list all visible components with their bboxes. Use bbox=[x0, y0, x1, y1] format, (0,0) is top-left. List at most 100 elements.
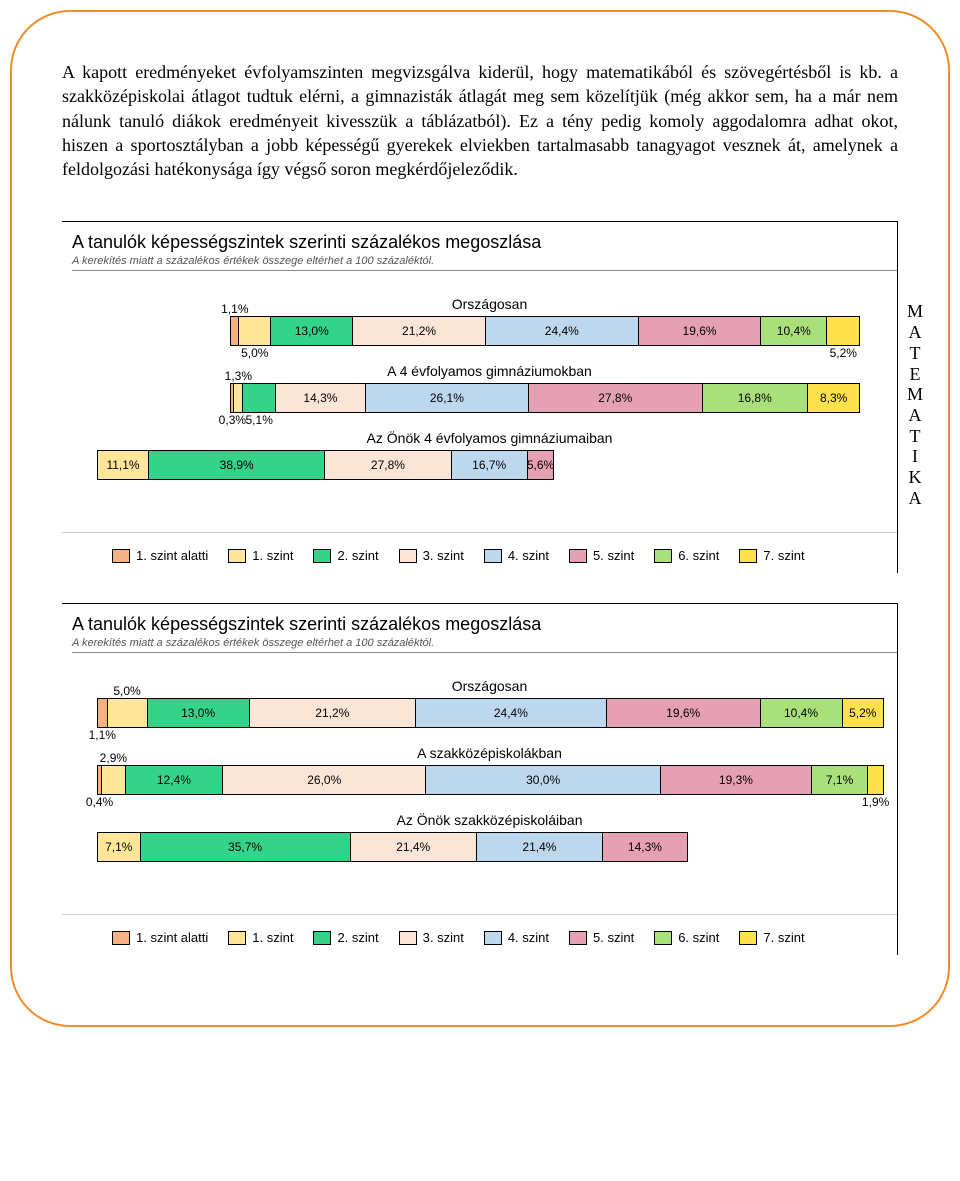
legend-item: 7. szint bbox=[739, 548, 804, 563]
bar-segment: 16,8% bbox=[703, 384, 808, 412]
legend-item: 1. szint bbox=[228, 930, 293, 945]
bar-segment: 24,4% bbox=[486, 317, 639, 345]
bar-group-title: A szakközépiskolákban bbox=[97, 745, 882, 761]
bar-segment: 2,9% bbox=[102, 766, 126, 794]
stacked-bar: 0,4%2,9%12,4%26,0%30,0%19,3%7,1%1,9% bbox=[97, 765, 884, 795]
legend-swatch bbox=[654, 931, 672, 945]
segment-label: 5,2% bbox=[830, 346, 857, 360]
intro-paragraph: A kapott eredményeket évfolyamszinten me… bbox=[62, 60, 898, 181]
legend-item: 1. szint alatti bbox=[112, 548, 208, 563]
legend-item: 1. szint alatti bbox=[112, 930, 208, 945]
bar-segment: 5,2% bbox=[827, 317, 859, 345]
bar-segment: 30,0% bbox=[426, 766, 660, 794]
bar-segment: 7,1% bbox=[812, 766, 868, 794]
legend-item: 5. szint bbox=[569, 548, 634, 563]
bar-segment: 26,0% bbox=[223, 766, 426, 794]
stacked-bar: 0,3%1,3%5,1%14,3%26,1%27,8%16,8%8,3% bbox=[230, 383, 860, 413]
segment-label: 2,9% bbox=[100, 751, 127, 765]
segment-label: 0,4% bbox=[86, 795, 113, 809]
segment-label: 1,3% bbox=[225, 369, 252, 383]
bar-group-title: A 4 évfolyamos gimnáziumokban bbox=[97, 363, 882, 379]
bar-group-title: Az Önök 4 évfolyamos gimnáziumaiban bbox=[97, 430, 882, 446]
bar-segment: 1,1% bbox=[98, 699, 108, 727]
legend-label: 3. szint bbox=[423, 548, 464, 563]
legend-label: 6. szint bbox=[678, 548, 719, 563]
bar-segment: 13,0% bbox=[148, 699, 250, 727]
legend-label: 2. szint bbox=[337, 930, 378, 945]
legend-swatch bbox=[228, 931, 246, 945]
bar-segment: 10,4% bbox=[761, 317, 827, 345]
legend-swatch bbox=[112, 931, 130, 945]
bar-segment: 35,7% bbox=[141, 833, 351, 861]
legend-label: 3. szint bbox=[423, 930, 464, 945]
segment-label: 5,0% bbox=[241, 346, 268, 360]
stacked-bar: 7,1%35,7%21,4%21,4%14,3% bbox=[97, 832, 688, 862]
bar-segment: 10,4% bbox=[761, 699, 843, 727]
legend-label: 1. szint alatti bbox=[136, 930, 208, 945]
legend-label: 7. szint bbox=[763, 548, 804, 563]
legend-swatch bbox=[228, 549, 246, 563]
bar-group: Országosan 1,1%5,0%13,0%21,2%24,4%19,6%10… bbox=[97, 678, 882, 740]
stacked-bar: 1,1%5,0%13,0%21,2%24,4%19,6%10,4%5,2% bbox=[230, 316, 860, 346]
bar-wrap: 1,1%5,0%13,0%21,2%24,4%19,6%10,4%5,2% bbox=[97, 698, 882, 740]
segment-label: 1,9% bbox=[862, 795, 889, 809]
legend-label: 7. szint bbox=[763, 930, 804, 945]
bar-group: Az Önök 4 évfolyamos gimnáziumaiban 11,1%… bbox=[97, 430, 882, 492]
segment-label: 1,1% bbox=[89, 728, 116, 742]
legend-label: 6. szint bbox=[678, 930, 719, 945]
legend-label: 1. szint bbox=[252, 930, 293, 945]
bar-segment: 14,3% bbox=[276, 384, 366, 412]
legend-label: 4. szint bbox=[508, 548, 549, 563]
legend-item: 6. szint bbox=[654, 930, 719, 945]
chart-2-inner: Országosan 1,1%5,0%13,0%21,2%24,4%19,6%10… bbox=[62, 663, 897, 889]
legend-label: 2. szint bbox=[337, 548, 378, 563]
bar-segment: 1,9% bbox=[868, 766, 883, 794]
bar-segment: 24,4% bbox=[416, 699, 607, 727]
bar-group: A szakközépiskolákban 0,4%2,9%12,4%26,0%3… bbox=[97, 745, 882, 807]
bar-segment: 14,3% bbox=[603, 833, 687, 861]
chart-1-inner: Országosan1,1%5,0%13,0%21,2%24,4%19,6%10… bbox=[62, 281, 897, 507]
bar-wrap: 0,4%2,9%12,4%26,0%30,0%19,3%7,1%1,9% bbox=[97, 765, 882, 807]
legend-swatch bbox=[399, 931, 417, 945]
legend-swatch bbox=[569, 549, 587, 563]
bar-group: Országosan1,1%5,0%13,0%21,2%24,4%19,6%10… bbox=[97, 296, 882, 358]
bar-segment: 5,0% bbox=[108, 699, 148, 727]
legend-item: 3. szint bbox=[399, 930, 464, 945]
bar-segment: 12,4% bbox=[126, 766, 223, 794]
bar-segment: 1,1% bbox=[231, 317, 239, 345]
legend-swatch bbox=[313, 549, 331, 563]
bar-group: Az Önök szakközépiskoláiban 7,1%35,7%21,4… bbox=[97, 812, 882, 874]
bar-segment: 5,6% bbox=[528, 451, 553, 479]
bar-group-title: Országosan bbox=[97, 678, 882, 694]
legend-swatch bbox=[112, 549, 130, 563]
page: A kapott eredményeket évfolyamszinten me… bbox=[10, 10, 950, 1027]
bar-segment: 27,8% bbox=[529, 384, 703, 412]
bar-group-title: Az Önök szakközépiskoláiban bbox=[97, 812, 882, 828]
bar-segment: 1,3% bbox=[234, 384, 243, 412]
bar-segment: 38,9% bbox=[149, 451, 325, 479]
side-label-matematika: MATEMATIKA bbox=[907, 301, 923, 508]
bar-segment: 8,3% bbox=[808, 384, 860, 412]
legend-label: 1. szint alatti bbox=[136, 548, 208, 563]
bar-segment: 13,0% bbox=[271, 317, 353, 345]
bar-segment: 21,2% bbox=[353, 317, 486, 345]
bar-wrap: 1,1%5,0%13,0%21,2%24,4%19,6%10,4%5,2% bbox=[97, 316, 882, 358]
chart-1-box: A tanulók képességszintek szerinti száza… bbox=[62, 221, 898, 573]
stacked-bar: 11,1%38,9%27,8%16,7%5,6% bbox=[97, 450, 554, 480]
chart-2-subtitle: A kerekítés miatt a százalékos értékek ö… bbox=[72, 637, 897, 653]
legend-item: 4. szint bbox=[484, 930, 549, 945]
bar-segment: 5,0% bbox=[239, 317, 271, 345]
stacked-bar: 1,1%5,0%13,0%21,2%24,4%19,6%10,4%5,2% bbox=[97, 698, 884, 728]
chart-2-box: A tanulók képességszintek szerinti száza… bbox=[62, 603, 898, 955]
legend-item: 3. szint bbox=[399, 548, 464, 563]
legend-label: 5. szint bbox=[593, 548, 634, 563]
segment-label: 5,0% bbox=[113, 684, 140, 698]
segment-label: 5,1% bbox=[246, 413, 273, 427]
bar-segment: 19,3% bbox=[661, 766, 812, 794]
segment-label: 0,3% bbox=[219, 413, 246, 427]
chart-1-legend: 1. szint alatti1. szint2. szint3. szint4… bbox=[62, 532, 897, 573]
chart-2-container: A tanulók képességszintek szerinti száza… bbox=[62, 603, 898, 955]
chart-1-title: A tanulók képességszintek szerinti száza… bbox=[72, 232, 897, 253]
legend-item: 5. szint bbox=[569, 930, 634, 945]
legend-item: 4. szint bbox=[484, 548, 549, 563]
